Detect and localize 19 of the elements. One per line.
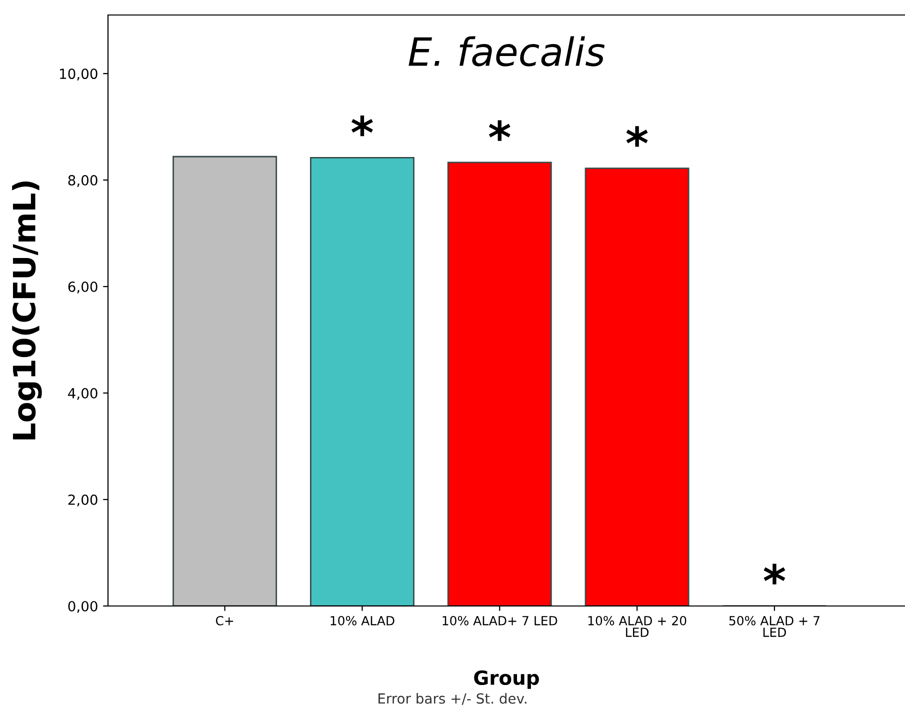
- y-tick-label: 6,00: [68, 282, 98, 294]
- x-tick-label: 10% ALAD + 20 LED: [588, 616, 686, 637]
- y-tick-label: 2,00: [68, 494, 98, 506]
- x-tick-label: 10% ALAD+ 7 LED: [442, 616, 558, 626]
- x-tick-label: 50% ALAD + 7 LED: [729, 616, 820, 637]
- text: Error bars +/- St. dev.: [378, 693, 526, 705]
- chart-title: E. faecalis: [408, 36, 605, 66]
- annotation: *: [626, 126, 648, 147]
- y-tick-label: 0,00: [68, 600, 98, 613]
- y-tick-label: 10,00: [60, 68, 98, 80]
- annotation: *: [488, 120, 510, 141]
- annotation: *: [764, 564, 786, 584]
- x-axis-title: Group: [474, 670, 539, 689]
- x-tick-label: C+: [216, 616, 234, 626]
- y-axis-title: Log10(CFU/mL): [12, 181, 42, 440]
- annotation: *: [351, 115, 373, 136]
- y-tick-label: 8,00: [68, 175, 98, 187]
- y-tick-label: 4,00: [68, 388, 98, 400]
- x-tick-label: 10% ALAD: [330, 616, 394, 626]
